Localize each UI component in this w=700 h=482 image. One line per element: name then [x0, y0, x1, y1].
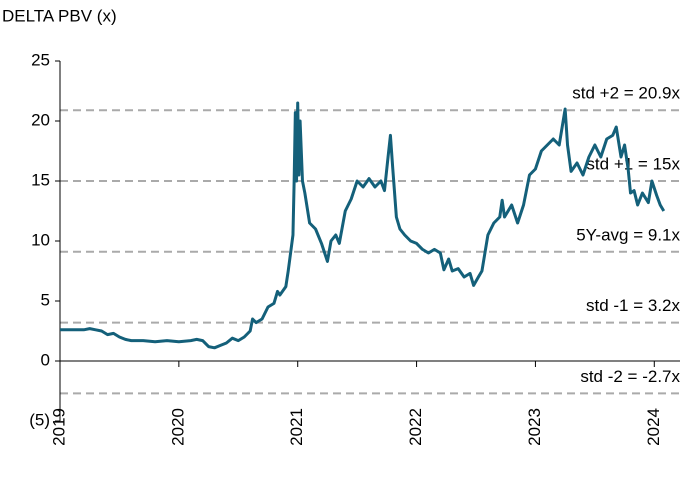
x-tick-label: 2024: [644, 408, 663, 446]
data-line: [60, 101, 666, 350]
x-tick-label: 2019: [49, 408, 68, 446]
reference-label: std +1 = 15x: [586, 154, 680, 173]
reference-label: std +2 = 20.9x: [572, 84, 680, 103]
reference-label: 5Y-avg = 9.1x: [576, 225, 680, 244]
x-tick-label: 2022: [406, 408, 425, 446]
x-tick-label: 2021: [287, 408, 306, 446]
y-tick-label: 10: [31, 230, 50, 249]
y-tick-label: (5): [29, 410, 50, 429]
y-tick-label: 20: [31, 110, 50, 129]
y-tick-label: 25: [31, 50, 50, 69]
x-tick-label: 2020: [168, 408, 187, 446]
x-tick-label: 2023: [525, 408, 544, 446]
reference-label: std -2 = -2.7x: [580, 367, 680, 386]
chart-title: DELTA PBV (x): [2, 6, 117, 25]
reference-label: std -1 = 3.2x: [586, 296, 681, 315]
y-tick-label: 0: [41, 350, 50, 369]
y-tick-label: 15: [31, 170, 50, 189]
y-tick-label: 5: [41, 290, 50, 309]
